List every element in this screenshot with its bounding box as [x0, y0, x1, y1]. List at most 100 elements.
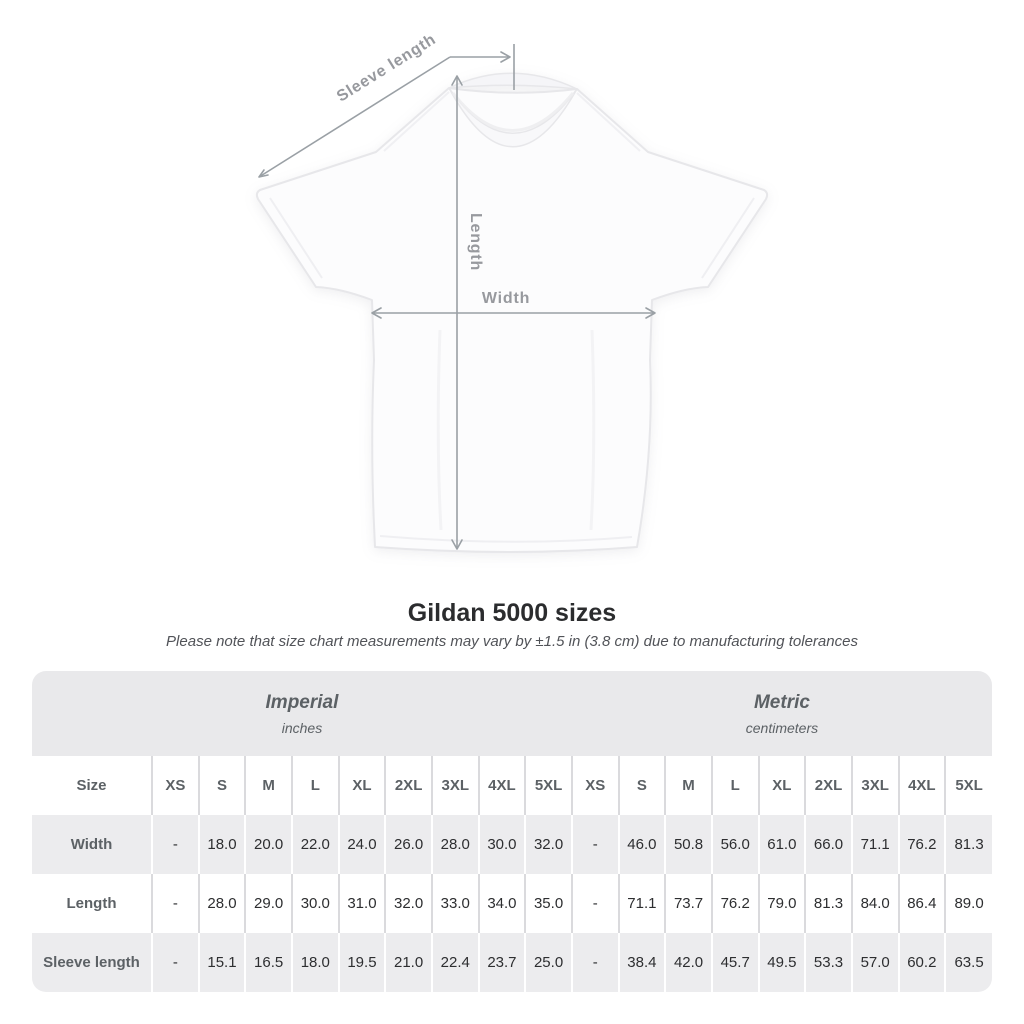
- measurement-cell: 18.0: [290, 933, 339, 992]
- size-column-header: 3XL: [430, 756, 479, 815]
- measurement-cell: 22.0: [290, 815, 339, 874]
- metric-header: Metric centimeters: [571, 671, 992, 756]
- size-chart-table: Imperial inches Metric centimeters Size …: [32, 671, 992, 992]
- measurement-cell: -: [151, 874, 199, 933]
- size-column-header: 4XL: [897, 756, 946, 815]
- measurement-cell: 42.0: [664, 933, 712, 992]
- measurement-cell: 21.0: [384, 933, 432, 992]
- size-column-header: XL: [337, 756, 386, 815]
- measurement-cell: 73.7: [664, 874, 712, 933]
- size-column-header: 2XL: [804, 756, 852, 815]
- measurement-cell: 28.0: [197, 874, 246, 933]
- measurement-cell: 16.5: [244, 933, 292, 992]
- imperial-title: Imperial: [265, 691, 339, 713]
- measurement-cell: 28.0: [430, 815, 479, 874]
- size-column-header: 5XL: [944, 756, 992, 815]
- measurement-cell: 60.2: [897, 933, 946, 992]
- measurement-cell: 76.2: [710, 874, 759, 933]
- measurement-cell: -: [570, 815, 619, 874]
- measurement-cell: 89.0: [944, 874, 992, 933]
- size-column-header: 3XL: [850, 756, 899, 815]
- measurement-cell: 71.1: [850, 815, 899, 874]
- measurement-cell: 35.0: [524, 874, 572, 933]
- measurement-cell: 31.0: [337, 874, 386, 933]
- tshirt-measurement-diagram: Length Width Sleeve length: [255, 31, 769, 553]
- measurement-cell: 15.1: [197, 933, 246, 992]
- unit-header-row: Imperial inches Metric centimeters: [32, 671, 992, 756]
- measurement-cell: 81.3: [804, 874, 852, 933]
- size-column-header: XS: [151, 756, 199, 815]
- measurement-cell: 46.0: [617, 815, 666, 874]
- width-label: Width: [482, 290, 530, 307]
- page-title: Gildan 5000 sizes: [407, 599, 617, 627]
- size-header-row: Size XS S M L XL 2XL 3XL 4XL 5XL XS S M L XL 2XL 3XL 4XL…: [32, 756, 992, 815]
- measurement-cell: 45.7: [710, 933, 759, 992]
- measurement-cell: 50.8: [664, 815, 712, 874]
- tolerance-note: Please note that size chart measurements…: [166, 633, 858, 650]
- measurement-cell: 19.5: [337, 933, 386, 992]
- size-column-header: 2XL: [384, 756, 432, 815]
- measurement-cell: 53.3: [804, 933, 852, 992]
- size-column-header: M: [664, 756, 712, 815]
- measurement-cell: 25.0: [524, 933, 572, 992]
- measurement-cell: 63.5: [944, 933, 992, 992]
- measurement-cell: -: [570, 933, 619, 992]
- row-label-sleeve-length: Sleeve length: [43, 954, 140, 971]
- sleeve-length-row: Sleeve length -15.1 16.5 18.0 19.5 21.0 22.4 2…: [32, 933, 992, 992]
- measurement-cell: 26.0: [384, 815, 432, 874]
- size-column-header: S: [197, 756, 246, 815]
- measurement-cell: 30.0: [477, 815, 526, 874]
- measurement-cell: 81.3: [944, 815, 992, 874]
- measurement-cell: 23.7: [477, 933, 526, 992]
- imperial-header: Imperial inches: [32, 671, 572, 756]
- measurement-cell: 33.0: [430, 874, 479, 933]
- row-label-length: Length: [66, 895, 117, 912]
- measurement-cell: 79.0: [757, 874, 806, 933]
- measurement-cell: 22.4: [430, 933, 479, 992]
- length-label: Length: [467, 213, 484, 271]
- measurement-cell: 30.0: [290, 874, 339, 933]
- measurement-cell: 20.0: [244, 815, 292, 874]
- tshirt-collar: [448, 87, 578, 148]
- measurement-cell: 57.0: [850, 933, 899, 992]
- measurement-cell: 56.0: [710, 815, 759, 874]
- measurement-cell: 34.0: [477, 874, 526, 933]
- tshirt-illustration: [255, 72, 769, 553]
- measurement-cell: -: [151, 815, 199, 874]
- metric-unit: centimeters: [745, 719, 819, 736]
- measurement-cell: 24.0: [337, 815, 386, 874]
- measurement-cell: 18.0: [197, 815, 246, 874]
- measurement-cell: 76.2: [897, 815, 946, 874]
- size-column-header: 5XL: [524, 756, 572, 815]
- size-column-header: XL: [757, 756, 806, 815]
- size-column-header: S: [617, 756, 666, 815]
- size-column-header: L: [710, 756, 759, 815]
- measurement-cell: -: [151, 933, 199, 992]
- measurement-cell: 66.0: [804, 815, 852, 874]
- size-column-header: 4XL: [477, 756, 526, 815]
- measurement-cell: 71.1: [617, 874, 666, 933]
- row-label-width: Width: [70, 836, 113, 853]
- size-corner-label: Size: [76, 777, 107, 794]
- measurement-cell: 32.0: [384, 874, 432, 933]
- metric-title: Metric: [753, 691, 810, 713]
- imperial-unit: inches: [281, 719, 323, 736]
- measurement-cell: 84.0: [850, 874, 899, 933]
- measurement-cell: 32.0: [524, 815, 572, 874]
- length-row: Length -28.0 29.0 30.0 31.0 32.0 33.0 34.0 35.0…: [32, 874, 992, 933]
- measurement-cell: 29.0: [244, 874, 292, 933]
- size-column-header: M: [244, 756, 292, 815]
- measurement-cell: 49.5: [757, 933, 806, 992]
- width-dimension-line: [371, 307, 656, 319]
- width-row: Width -18.0 20.0 22.0 24.0 26.0 28.0 30.0 32.0-…: [32, 815, 992, 874]
- size-chart-table-container: Imperial inches Metric centimeters Size …: [32, 671, 992, 992]
- measurement-cell: 61.0: [757, 815, 806, 874]
- tshirt-back-collar: [448, 72, 578, 90]
- sleeve-length-label: Sleeve length: [334, 31, 439, 106]
- measurement-cell: 86.4: [897, 874, 946, 933]
- size-column-header: L: [290, 756, 339, 815]
- measurement-cell: 38.4: [617, 933, 666, 992]
- measurement-cell: -: [570, 874, 619, 933]
- size-column-header: XS: [570, 756, 619, 815]
